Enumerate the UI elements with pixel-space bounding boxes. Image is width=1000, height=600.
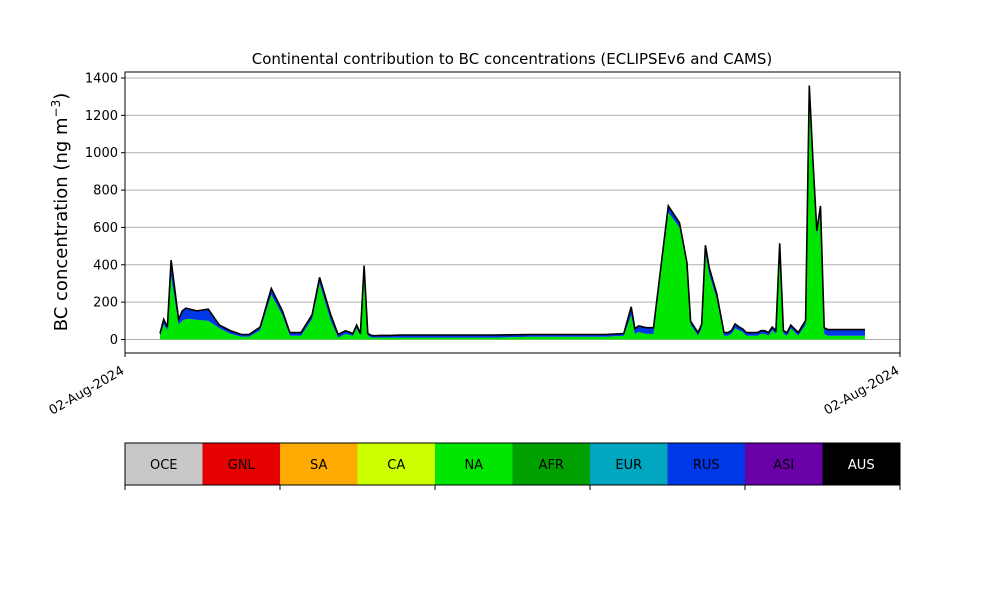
colorbar-swatch-asi [745, 443, 823, 485]
y-tick-label: 800 [93, 184, 118, 199]
colorbar-label-na: NA [464, 458, 483, 473]
colorbar-label-ca: CA [387, 458, 405, 473]
axes: 0 200 400 600 800 1000 1200 1400 02-Aug-2024 02-A… [47, 71, 902, 419]
colorbar-label-rus: RUS [693, 458, 720, 473]
colorbar-label-eur: EUR [615, 458, 642, 473]
colorbar-label-asi: ASI [773, 458, 794, 473]
colorbar-swatch-oce [125, 443, 203, 485]
area-rus [160, 87, 865, 338]
stacked-areas [159, 85, 865, 340]
colorbar-swatch-ca [357, 443, 435, 485]
colorbar-swatch-eur [590, 443, 668, 485]
colorbar-swatch-na [435, 443, 513, 485]
region-colorbar: OCE GNL SA CA NA AFR EUR RUS ASI AUS [124, 442, 901, 490]
y-tick-label: 1000 [85, 146, 118, 161]
total-outline [159, 85, 865, 337]
y-axis-label: BC concentration (ng m−3) [49, 93, 72, 332]
x-tick-label: 02-Aug-2024 [47, 363, 127, 418]
y-tick-label: 600 [93, 221, 118, 236]
colorbar-label-aus: AUS [848, 458, 875, 473]
colorbar-label-afr: AFR [539, 458, 564, 473]
chart-title: Continental contribution to BC concentra… [252, 50, 773, 68]
colorbar-swatch-rus [667, 443, 745, 485]
colorbar-label-sa: SA [310, 458, 327, 473]
colorbar-frame [124, 442, 901, 486]
colorbar-label-oce: OCE [150, 458, 178, 473]
colorbar-swatch-aus [822, 443, 900, 485]
y-tick-label: 0 [110, 333, 118, 348]
y-tick-label: 1200 [85, 109, 118, 124]
area-na [160, 100, 865, 340]
plot-frame [124, 71, 901, 354]
y-tick-label: 1400 [85, 72, 118, 87]
x-tick-label: 02-Aug-2024 [822, 363, 902, 418]
grid-lines [125, 77, 900, 340]
colorbar-swatch-sa [280, 443, 358, 485]
colorbar-swatch-gnl [202, 443, 280, 485]
y-tick-label: 200 [93, 296, 118, 311]
colorbar-label-gnl: GNL [228, 458, 256, 473]
y-tick-label: 400 [93, 258, 118, 273]
colorbar-swatch-afr [512, 443, 590, 485]
area-aus [160, 85, 865, 337]
